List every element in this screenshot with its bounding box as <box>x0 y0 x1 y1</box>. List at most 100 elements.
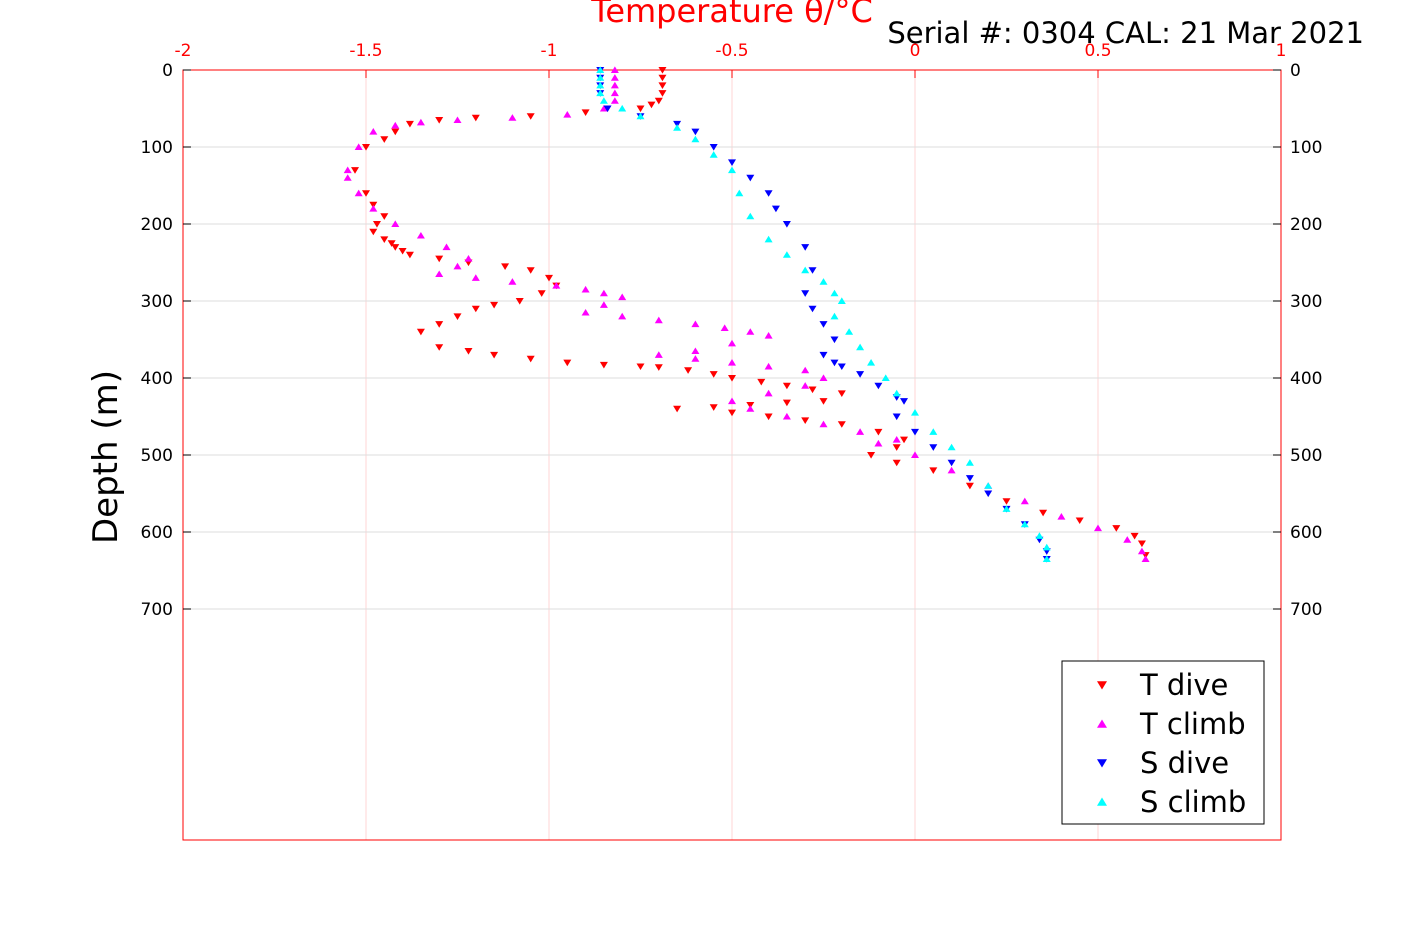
data-point <box>801 244 810 251</box>
data-point <box>545 274 553 282</box>
data-point <box>636 363 645 371</box>
data-point <box>1039 509 1048 517</box>
y-tick-label-right: 100 <box>1290 138 1322 158</box>
data-point <box>654 97 663 105</box>
y-tick-label-left: 200 <box>141 215 173 235</box>
data-point <box>837 297 846 304</box>
data-point <box>782 399 791 407</box>
data-point <box>435 117 444 124</box>
data-point <box>599 104 608 112</box>
data-point <box>764 362 773 370</box>
data-point <box>808 305 817 313</box>
x-tick-label: -0.5 <box>715 41 748 61</box>
data-point <box>728 339 736 347</box>
legend-marker <box>1097 759 1107 768</box>
data-point <box>610 74 619 81</box>
data-point <box>405 120 414 128</box>
data-point <box>771 205 780 213</box>
data-point <box>911 428 919 436</box>
y-tick-label-left: 700 <box>141 600 173 620</box>
legend-label: T dive <box>1139 668 1228 702</box>
data-point <box>856 428 865 435</box>
series-t-climb <box>343 66 1150 562</box>
data-point <box>1020 497 1029 505</box>
data-point <box>581 308 590 316</box>
y-ticks: 0 0 100 100 200 200 300 300 400 400 500 500 600 600 70… <box>141 61 1323 620</box>
data-point <box>728 166 736 174</box>
legend-entries: T dive T climb S dive S climb <box>1097 668 1246 819</box>
data-point <box>581 285 590 293</box>
data-point <box>380 136 389 143</box>
data-point <box>691 320 700 328</box>
data-point <box>728 397 736 405</box>
data-point <box>369 205 378 212</box>
data-point <box>416 328 425 336</box>
data-point <box>610 97 619 104</box>
legend-marker <box>1097 681 1107 690</box>
y-tick-label-left: 0 <box>162 61 173 81</box>
data-point <box>709 151 718 158</box>
data-point <box>563 111 572 118</box>
data-point <box>599 301 608 308</box>
data-point <box>757 378 766 386</box>
data-point <box>1042 543 1051 551</box>
data-point <box>658 82 667 89</box>
data-point <box>618 293 627 301</box>
data-point <box>387 240 396 247</box>
data-point <box>435 321 444 328</box>
data-point <box>369 228 378 236</box>
data-point <box>380 213 389 220</box>
data-point <box>636 105 645 113</box>
data-point <box>764 332 773 339</box>
series-layer <box>343 66 1150 563</box>
y-tick-label-left: 100 <box>141 138 173 158</box>
y-tick-label-right: 0 <box>1290 61 1301 81</box>
y-axis-label: Depth (m) <box>86 370 126 544</box>
data-point <box>351 167 360 174</box>
data-point <box>782 221 791 228</box>
data-point <box>416 231 425 239</box>
data-point <box>552 282 561 289</box>
series-t-dive <box>351 67 1150 559</box>
data-point <box>728 159 736 166</box>
data-point <box>929 428 938 435</box>
data-point <box>391 128 400 136</box>
data-point <box>618 312 627 320</box>
data-point <box>892 389 901 397</box>
data-point <box>380 236 389 243</box>
data-point <box>892 444 901 451</box>
data-point <box>654 364 663 371</box>
data-point <box>1141 555 1150 562</box>
data-point <box>537 290 546 297</box>
data-point <box>947 459 956 467</box>
data-point <box>837 363 846 371</box>
data-point <box>691 128 700 136</box>
data-point <box>837 390 846 397</box>
data-point <box>746 405 755 412</box>
series-s-dive <box>596 67 1051 563</box>
data-point <box>1137 540 1146 548</box>
data-point <box>618 104 627 112</box>
data-point <box>984 482 993 489</box>
data-point <box>398 247 407 255</box>
data-point <box>354 143 363 150</box>
data-point <box>1020 520 1029 528</box>
data-point <box>369 128 378 135</box>
data-point <box>911 451 919 458</box>
data-point <box>490 301 499 309</box>
data-point <box>764 190 773 197</box>
data-point <box>526 355 535 363</box>
data-point <box>764 235 773 243</box>
data-point <box>856 371 865 378</box>
data-point <box>372 221 381 228</box>
data-point <box>735 189 744 197</box>
data-point <box>900 436 909 444</box>
data-point <box>654 316 663 324</box>
data-point <box>1075 517 1084 525</box>
data-point <box>658 74 667 82</box>
data-point <box>984 490 993 498</box>
data-point <box>819 321 828 328</box>
data-point <box>830 336 839 344</box>
data-point <box>599 361 608 369</box>
